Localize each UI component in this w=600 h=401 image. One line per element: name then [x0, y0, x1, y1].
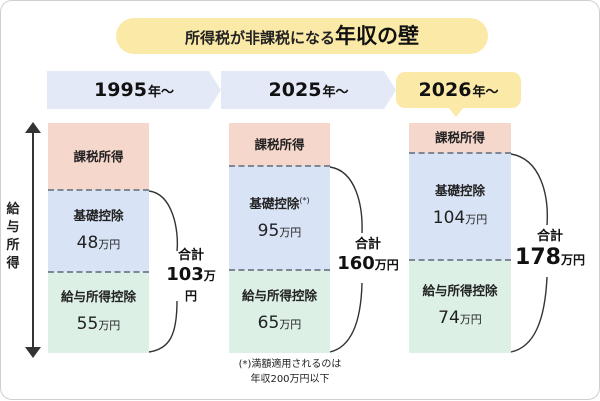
callout-tail — [448, 107, 464, 117]
footnote: (*)満額適用されるのは 年収200万円以下 — [226, 357, 354, 387]
total-unit: 万円 — [560, 253, 585, 267]
total-value: 103 — [166, 264, 204, 285]
total-unit: 万円 — [374, 258, 399, 272]
brace-2025 — [329, 166, 363, 353]
segment-label: 課税所得 — [73, 148, 124, 164]
year-label: 1995 — [94, 79, 147, 101]
year-suffix: 年～ — [147, 84, 174, 100]
value-unit: 万円 — [459, 313, 482, 326]
year-header-1995: 1995 年～ — [47, 71, 221, 109]
taxable-income-segment: 課税所得 — [229, 123, 330, 166]
footnote-line-1: (*)満額適用されるのは — [238, 359, 342, 370]
segment-label-wrap: 基礎控除(*) — [249, 193, 309, 212]
basic-deduction-segment: 基礎控除(*) 95万円 — [229, 166, 330, 270]
brace-1995 — [148, 190, 179, 353]
year-header-2025: 2025 年～ — [221, 71, 396, 109]
segment-divider — [409, 259, 511, 261]
total-label: 合計 — [536, 229, 563, 244]
segment-label: 課税所得 — [254, 136, 305, 152]
title-main: 所得税が非課税になる — [184, 29, 335, 47]
value-number: 74 — [438, 308, 460, 328]
employment-deduction-segment: 給与所得控除 55万円 — [48, 272, 149, 353]
value-number: 95 — [257, 221, 280, 242]
basic-deduction-segment: 基礎控除 48万円 — [48, 190, 149, 272]
arrow-up-icon — [25, 122, 41, 133]
year-header-2026: 2026 年～ — [396, 72, 521, 108]
segment-label: 給与所得控除 — [60, 289, 136, 304]
segment-value: 55万円 — [77, 314, 121, 336]
segment-divider — [48, 271, 149, 273]
value-unit: 万円 — [279, 226, 302, 240]
footnote-mark: (*) — [299, 195, 310, 205]
employment-deduction-segment: 給与所得控除 65万円 — [229, 270, 330, 353]
segment-value: 74万円 — [438, 308, 482, 330]
value-unit: 万円 — [98, 319, 121, 332]
segment-divider — [48, 189, 149, 191]
total-2025: 合計 160万円 — [335, 237, 401, 274]
income-axis-line — [32, 127, 34, 353]
value-unit: 万円 — [465, 213, 488, 226]
value-number: 55 — [76, 314, 99, 334]
title-emphasis: 年収の壁 — [335, 24, 419, 48]
segment-label: 課税所得 — [434, 130, 485, 145]
year-suffix: 年～ — [472, 84, 499, 100]
year-label: 2025 — [268, 79, 322, 101]
footnote-line-2: 年収200万円以下 — [250, 374, 330, 385]
segment-label: 給与所得控除 — [241, 288, 317, 303]
arrow-down-icon — [25, 347, 41, 358]
taxable-income-segment: 課税所得 — [409, 123, 511, 153]
segment-label: 基礎控除 — [73, 207, 124, 223]
segment-value: 95万円 — [258, 221, 302, 243]
value-unit: 万円 — [98, 237, 121, 251]
segment-label: 給与所得控除 — [422, 283, 498, 298]
segment-label: 基礎控除 — [434, 183, 485, 198]
title-banner: 所得税が非課税になる 年収の壁 — [116, 18, 488, 54]
axis-label: 給与所得 — [6, 202, 20, 271]
segment-value: 104万円 — [433, 208, 487, 230]
total-2026: 合計 178万円 — [511, 229, 589, 270]
taxable-income-segment: 課税所得 — [48, 123, 149, 190]
segment-divider — [229, 165, 330, 167]
segment-divider — [229, 269, 330, 271]
brace-2026 — [510, 153, 548, 353]
value-number: 104 — [432, 208, 466, 228]
segment-label: 基礎控除 — [249, 196, 300, 212]
segment-divider — [409, 152, 511, 154]
segment-value: 48万円 — [77, 233, 121, 255]
total-1995: 合計 103万円 — [161, 248, 221, 304]
value-number: 48 — [76, 232, 99, 253]
total-label: 合計 — [177, 248, 204, 263]
total-label: 合計 — [354, 237, 381, 252]
total-unit: 万円 — [184, 269, 216, 303]
year-suffix: 年～ — [322, 84, 349, 100]
employment-deduction-segment: 給与所得控除 74万円 — [409, 260, 511, 353]
value-unit: 万円 — [279, 318, 302, 331]
year-label: 2026 — [418, 79, 472, 101]
basic-deduction-segment: 基礎控除 104万円 — [409, 153, 511, 260]
value-number: 65 — [257, 313, 280, 333]
segment-value: 65万円 — [258, 313, 302, 335]
total-value: 160 — [337, 253, 375, 274]
total-value: 178 — [515, 245, 561, 270]
